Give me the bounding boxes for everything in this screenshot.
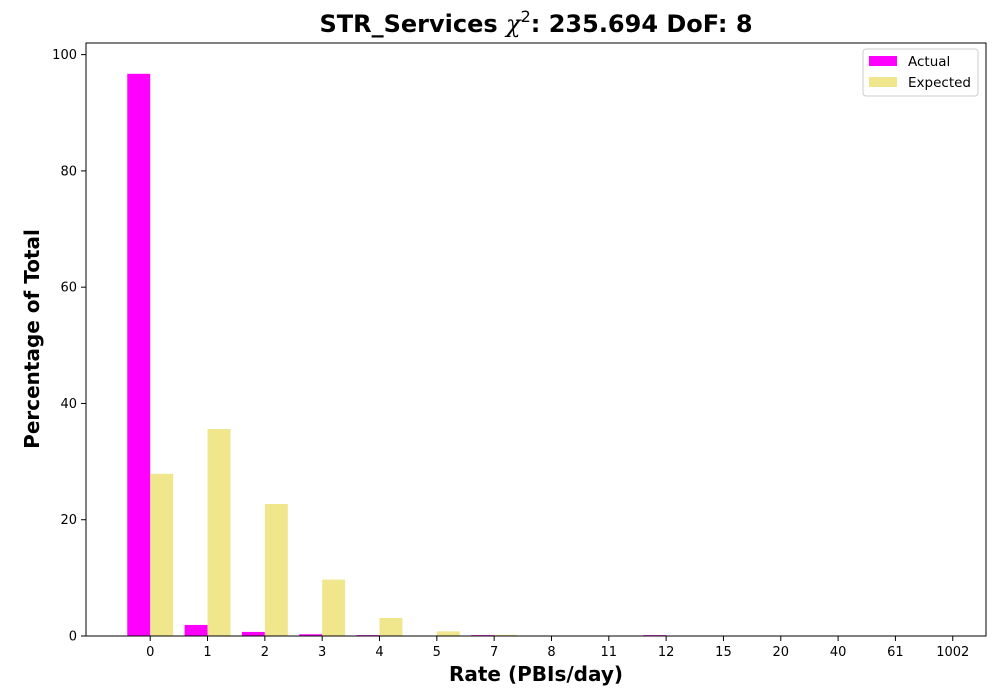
plot-frame bbox=[85, 42, 987, 637]
x-tick-label: 11 bbox=[601, 645, 618, 660]
y-tick-label: 0 bbox=[69, 630, 77, 645]
legend-swatch-expected bbox=[869, 77, 897, 87]
y-tick-label: 80 bbox=[60, 164, 77, 179]
x-tick-label: 1002 bbox=[936, 645, 969, 660]
bars-layer bbox=[127, 73, 953, 636]
y-tick-label: 20 bbox=[60, 513, 77, 528]
bar-expected-7 bbox=[494, 634, 518, 636]
bar-actual-3 bbox=[299, 634, 323, 636]
x-tick-label: 0 bbox=[146, 645, 154, 660]
x-tick-label: 5 bbox=[433, 645, 441, 660]
x-tick-label: 7 bbox=[490, 645, 498, 660]
y-tick-label: 60 bbox=[60, 281, 77, 296]
bar-expected-0 bbox=[150, 473, 174, 636]
x-tick-label: 20 bbox=[773, 645, 790, 660]
x-tick-label: 2 bbox=[261, 645, 269, 660]
x-tick-label: 8 bbox=[547, 645, 555, 660]
y-axis-title: Percentage of Total bbox=[20, 229, 44, 449]
bar-expected-4 bbox=[379, 617, 403, 636]
legend-swatch-actual bbox=[869, 56, 897, 66]
bar-expected-2 bbox=[264, 504, 288, 636]
x-tick-label: 12 bbox=[658, 645, 675, 660]
bar-expected-5 bbox=[436, 631, 460, 636]
x-tick-label: 61 bbox=[887, 645, 904, 660]
bar-expected-3 bbox=[322, 579, 346, 636]
bar-actual-0 bbox=[127, 73, 151, 636]
x-axis-title: Rate (PBIs/day) bbox=[449, 662, 623, 686]
y-tick-label: 40 bbox=[60, 397, 77, 412]
legend-label-expected: Expected bbox=[908, 75, 971, 91]
legend: Actual Expected bbox=[862, 48, 979, 97]
chart-title: STR_Services χ2: 235.694 DoF: 8 bbox=[319, 7, 752, 38]
legend-label-actual: Actual bbox=[908, 54, 950, 70]
bar-actual-2 bbox=[241, 631, 265, 636]
x-tick-label: 3 bbox=[318, 645, 326, 660]
x-tick-label: 15 bbox=[715, 645, 732, 660]
axes-layer bbox=[85, 42, 987, 637]
x-tick-label: 1 bbox=[203, 645, 211, 660]
bar-expected-1 bbox=[207, 429, 231, 636]
x-tick-label: 4 bbox=[375, 645, 383, 660]
bar-actual-1 bbox=[184, 624, 208, 636]
x-tick-label: 40 bbox=[830, 645, 847, 660]
y-tick-label: 100 bbox=[52, 48, 77, 63]
